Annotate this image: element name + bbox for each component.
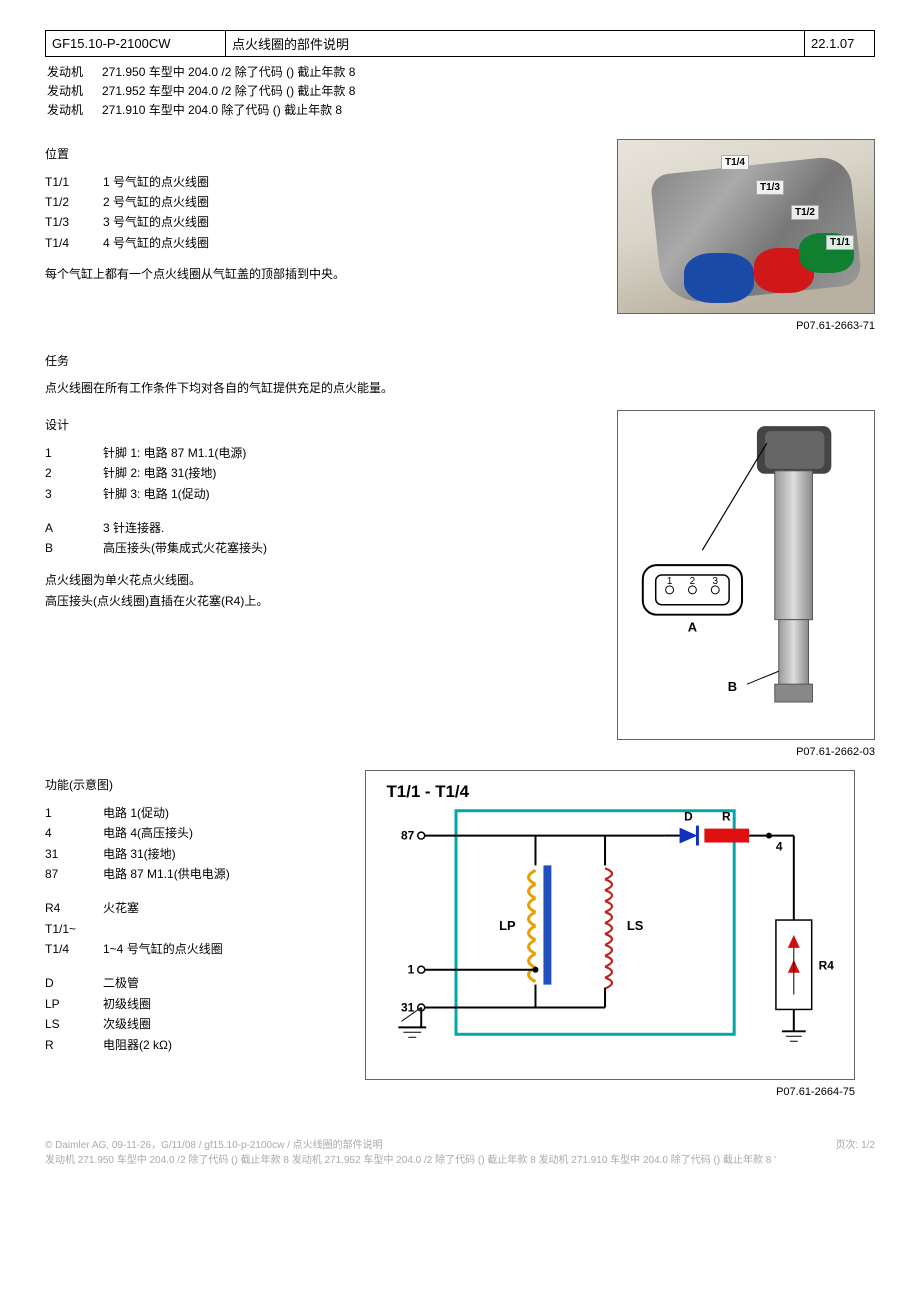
- position-note: 每个气缸上都有一个点火线圈从气缸盖的顶部插到中央。: [45, 265, 595, 284]
- design-heading: 设计: [45, 416, 595, 433]
- figure1-caption: P07.61-2663-71: [617, 320, 875, 332]
- figure-coil: 1 2 3 A B: [617, 410, 875, 740]
- function-heading: 功能(示意图): [45, 776, 345, 793]
- figure-schematic: T1/1 - T1/487131LPLSDR4R4: [365, 770, 855, 1080]
- document-header-table: GF15.10-P-2100CW 点火线圈的部件说明 22.1.07: [45, 30, 875, 57]
- function-circuits: 1电路 1(促动) 4电路 4(高压接头) 31电路 31(接地) 87电路 8…: [45, 803, 345, 885]
- function-components: D二极管 LP初级线圈 LS次级线圈 R电阻器(2 kΩ): [45, 973, 345, 1055]
- svg-text:4: 4: [776, 839, 783, 853]
- design-parts: A3 针连接器. B高压接头(带集成式火花塞接头): [45, 518, 595, 559]
- figure3-caption: P07.61-2664-75: [365, 1086, 855, 1098]
- engine-applicability: 发动机271.950 车型中 204.0 /2 除了代码 () 截止年款 8 发…: [45, 63, 875, 121]
- svg-text:R4: R4: [819, 958, 835, 972]
- svg-text:LS: LS: [627, 918, 644, 933]
- design-note1: 点火线圈为单火花点火线圈。: [45, 571, 595, 590]
- svg-text:2: 2: [690, 576, 696, 587]
- page-footer: 页次: 1/2 © Daimler AG, 09-11-26，G/11/08 /…: [45, 1138, 875, 1168]
- position-list: T1/11 号气缸的点火线圈 T1/22 号气缸的点火线圈 T1/33 号气缸的…: [45, 172, 595, 254]
- svg-text:A: A: [688, 619, 697, 634]
- doc-date: 22.1.07: [805, 31, 875, 57]
- task-heading: 任务: [45, 352, 875, 369]
- doc-title: 点火线圈的部件说明: [226, 31, 805, 57]
- svg-text:31: 31: [401, 1000, 415, 1014]
- doc-code: GF15.10-P-2100CW: [46, 31, 226, 57]
- position-heading: 位置: [45, 145, 595, 162]
- svg-text:1: 1: [667, 576, 673, 587]
- copyright-line: © Daimler AG, 09-11-26，G/11/08 / gf15.10…: [45, 1138, 875, 1153]
- svg-text:T1/1 - T1/4: T1/1 - T1/4: [386, 782, 469, 801]
- function-r4: R4火花塞 T1/1~ T1/41~4 号气缸的点火线圈: [45, 898, 345, 959]
- svg-text:R: R: [722, 809, 731, 823]
- svg-text:LP: LP: [499, 918, 516, 933]
- svg-text:1: 1: [408, 962, 415, 976]
- page-number: 页次: 1/2: [836, 1138, 875, 1153]
- svg-text:B: B: [728, 679, 737, 694]
- figure-engine: T1/1 T1/2 T1/3 T1/4: [617, 139, 875, 314]
- design-note2: 高压接头(点火线圈)直插在火花塞(R4)上。: [45, 592, 595, 611]
- svg-text:3: 3: [712, 576, 718, 587]
- footer-engines: 发动机 271.950 车型中 204.0 /2 除了代码 () 截止年款 8 …: [45, 1153, 875, 1168]
- task-text: 点火线圈在所有工作条件下均对各自的气缸提供充足的点火能量。: [45, 379, 875, 398]
- figure2-caption: P07.61-2662-03: [617, 746, 875, 758]
- svg-text:D: D: [684, 809, 693, 823]
- design-pins: 1针脚 1: 电路 87 M1.1(电源) 2针脚 2: 电路 31(接地) 3…: [45, 443, 595, 504]
- svg-text:87: 87: [401, 828, 415, 842]
